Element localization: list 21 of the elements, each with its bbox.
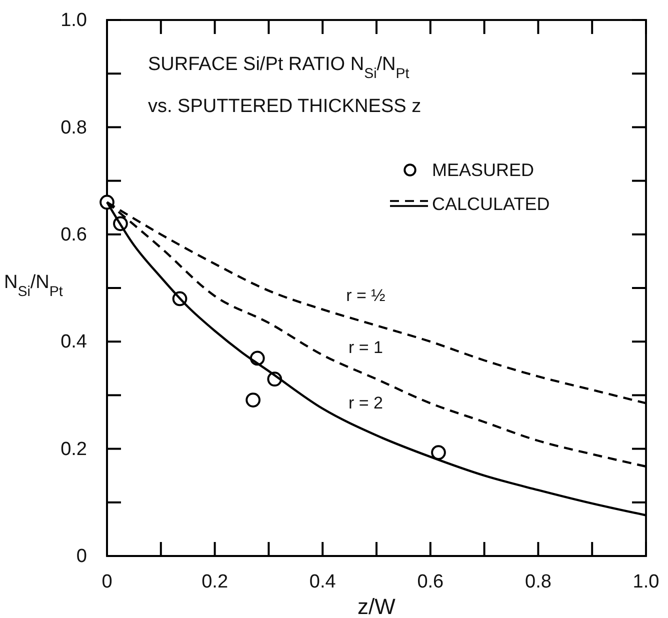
y-tick-label: 0 [76, 546, 87, 568]
text: vs. SPUTTERED THICKNESS z [148, 96, 422, 117]
y-tick-label: 0.2 [60, 438, 87, 460]
x-tick-label: 0.6 [417, 571, 444, 592]
y-tick-label: 0.4 [60, 332, 88, 353]
x-tick-label: 0.8 [524, 571, 552, 592]
annotation: CALCULATED [432, 194, 550, 214]
x-tick-label: 0.4 [309, 571, 336, 592]
y-tick-label: 0.6 [60, 224, 87, 246]
text: SURFACE Si/Pt RATIO N$_{Si}$/N$_{Pt}$ [148, 54, 410, 82]
series-label: r = 2 [348, 394, 383, 413]
series-label: r = 1 [348, 338, 383, 357]
y-tick-label: 1.0 [60, 10, 87, 32]
legend-label: MEASURED [432, 160, 534, 180]
x-axis-title: z/W [358, 594, 396, 618]
y-tick-label: 0.8 [60, 117, 87, 138]
y-axis-title: N$_{Si}$/N$_{Pt}$ [4, 272, 63, 300]
x-tick-label: 0 [102, 571, 112, 592]
x-tick-label: 1.0 [632, 571, 660, 592]
x-tick-label: 0.2 [202, 571, 228, 592]
series-label: r = ½ [346, 286, 386, 305]
